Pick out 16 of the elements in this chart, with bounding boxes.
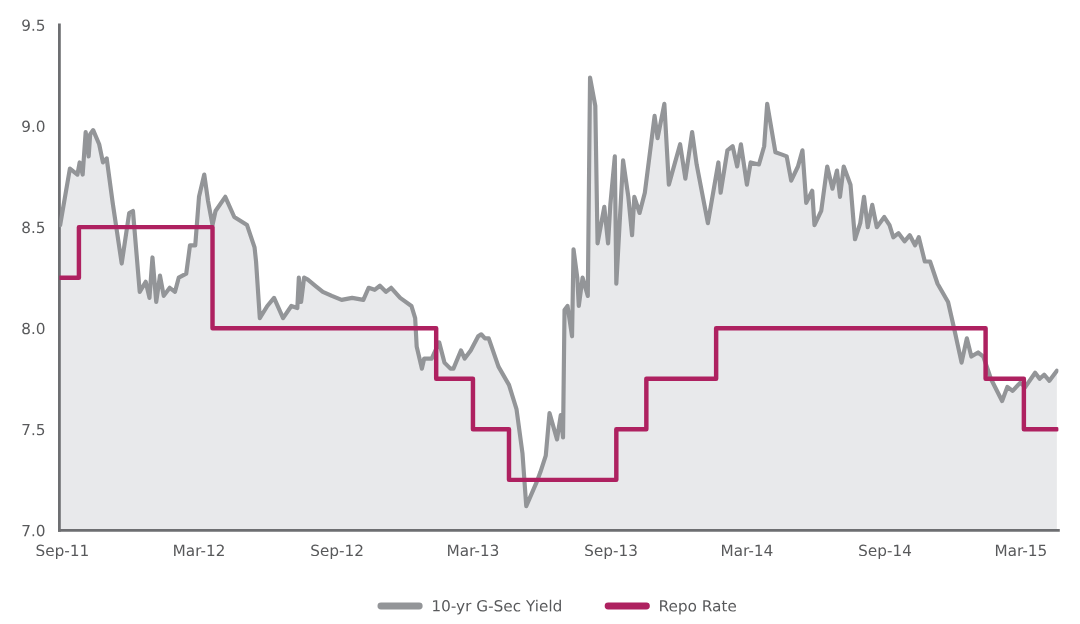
y-tick-label: 8.5 — [22, 221, 45, 234]
x-tick-label: Mar-14 — [722, 544, 773, 557]
y-tick-label: 7.0 — [22, 524, 45, 537]
x-tick-label: Sep-13 — [585, 544, 637, 560]
y-tick-label: 7.5 — [22, 423, 45, 436]
x-tick-label: Mar-12 — [174, 544, 224, 557]
x-tick-label: Sep-14 — [859, 544, 912, 560]
legend-label: Repo Rate — [660, 600, 737, 615]
y-tick-label: 8.0 — [22, 322, 45, 335]
x-tick-label: Mar-13 — [448, 544, 499, 557]
x-tick-label: Sep-11 — [36, 544, 88, 560]
y-tick-label: 9.0 — [22, 120, 45, 133]
x-tick-label: Sep-12 — [311, 544, 363, 560]
y-tick-label: 9.5 — [22, 19, 45, 31]
x-tick-label: Mar-15 — [995, 544, 1046, 557]
legend-label: 10-yr G-Sec Yield — [433, 599, 561, 615]
